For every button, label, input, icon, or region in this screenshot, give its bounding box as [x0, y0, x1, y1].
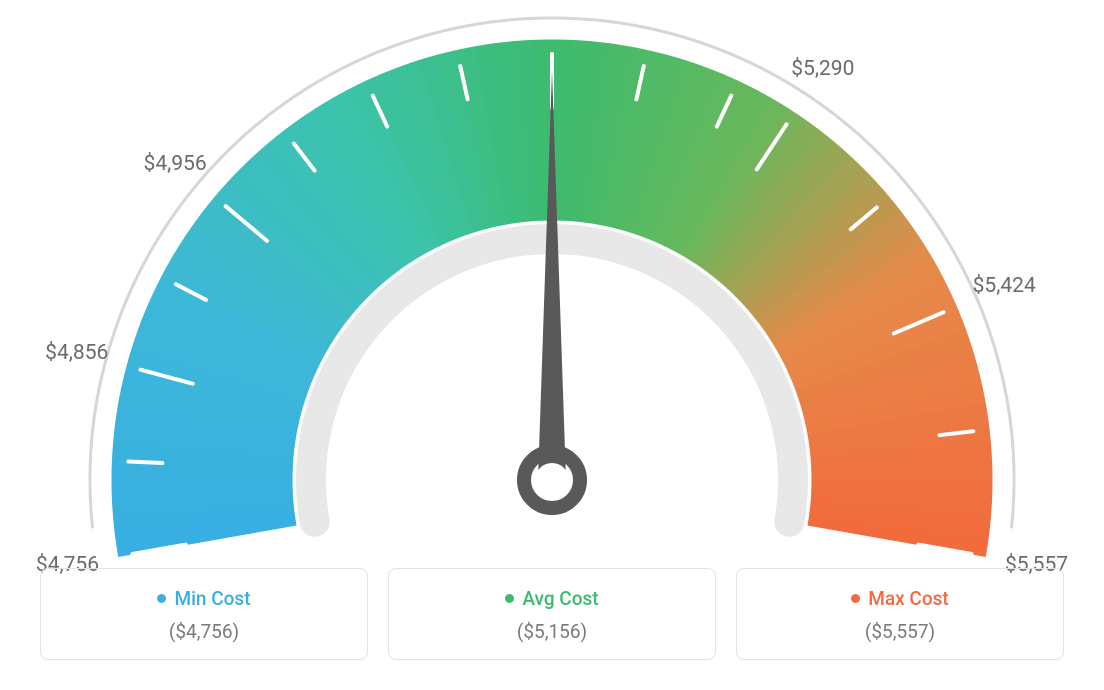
legend-card-max: Max Cost ($5,557): [736, 568, 1064, 660]
legend-value-min: ($4,756): [51, 620, 357, 643]
gauge-tick-label: $5,290: [791, 57, 854, 81]
legend-row: Min Cost ($4,756) Avg Cost ($5,156) Max …: [0, 568, 1104, 660]
legend-label-avg: Avg Cost: [522, 587, 598, 610]
gauge-svg: [0, 0, 1104, 560]
legend-value-avg: ($5,156): [399, 620, 705, 643]
legend-dot-min: [157, 594, 166, 603]
gauge-chart: $4,756$4,856$4,956$5,156$5,290$5,424$5,5…: [0, 0, 1104, 560]
legend-card-min: Min Cost ($4,756): [40, 568, 368, 660]
legend-dot-max: [851, 594, 860, 603]
gauge-tick-label: $4,956: [144, 152, 207, 176]
gauge-tick-label: $4,856: [45, 341, 108, 365]
legend-label-max: Max Cost: [868, 587, 948, 610]
legend-dot-avg: [505, 594, 514, 603]
legend-title-min: Min Cost: [157, 587, 250, 610]
gauge-tick-label: $5,424: [973, 274, 1036, 298]
legend-value-max: ($5,557): [747, 620, 1053, 643]
legend-label-min: Min Cost: [174, 587, 250, 610]
legend-title-max: Max Cost: [851, 587, 948, 610]
legend-title-avg: Avg Cost: [505, 587, 598, 610]
legend-card-avg: Avg Cost ($5,156): [388, 568, 716, 660]
